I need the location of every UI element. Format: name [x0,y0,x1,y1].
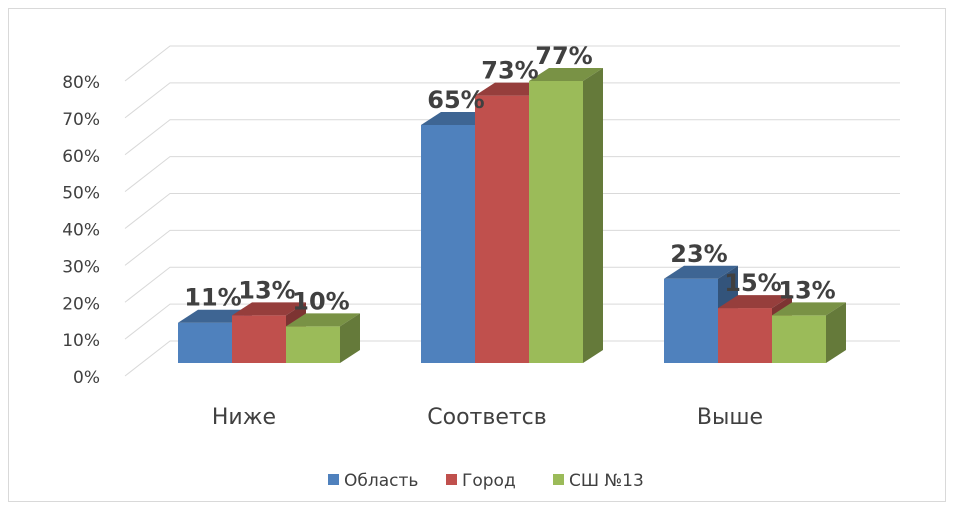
bar-top [664,265,738,279]
y-tick-label: 60% [62,147,100,167]
grid-line [124,193,900,229]
y-tick-label: 30% [62,257,100,277]
bar [664,278,718,363]
grid-line [124,119,900,156]
bar [232,315,286,363]
grid-line [124,45,900,82]
y-tick-label: 40% [62,221,100,241]
grid-line [124,266,900,303]
data-label: 65% [427,86,484,114]
y-tick-label: 80% [62,73,100,93]
grid-line [124,340,900,377]
legend-label: Область [344,471,418,491]
x-tick-label: Соответсв [427,405,546,430]
bar [178,322,232,363]
bar [421,124,475,363]
bar-side [340,313,360,363]
grid-line [124,229,900,266]
bar [718,308,772,363]
x-tick-label: Выше [697,405,763,430]
data-label: 11% [184,284,241,312]
bar [772,315,826,363]
y-tick-label: 50% [62,184,100,204]
y-tick-label: 10% [62,331,100,351]
y-tick-label: 70% [62,110,100,130]
data-label: 13% [238,276,295,304]
data-label: 13% [778,276,835,304]
y-tick-label: 0% [73,368,100,388]
y-tick-label: 20% [62,294,100,314]
bar-side [826,302,846,363]
bar-top [232,302,306,316]
bar-side [583,67,603,364]
grid-line [124,82,900,119]
bar-top [718,295,792,309]
legend-label: СШ №13 [569,471,644,491]
grid-line [124,156,900,193]
bar-top [286,313,360,327]
bar-top [529,67,603,81]
data-label: 23% [670,240,727,268]
grid-line [124,303,900,340]
bar [529,80,583,364]
legend-swatch [446,474,457,485]
legend-swatch [553,474,564,485]
legend-label: Город [462,471,516,491]
x-tick-label: Ниже [212,405,276,430]
bar [475,95,529,363]
data-label: 10% [292,287,349,315]
data-label: 77% [535,42,592,70]
data-label: 73% [481,57,538,85]
data-label: 15% [724,269,781,297]
bar-top [772,302,846,316]
bar [286,326,340,363]
legend-swatch [328,474,339,485]
